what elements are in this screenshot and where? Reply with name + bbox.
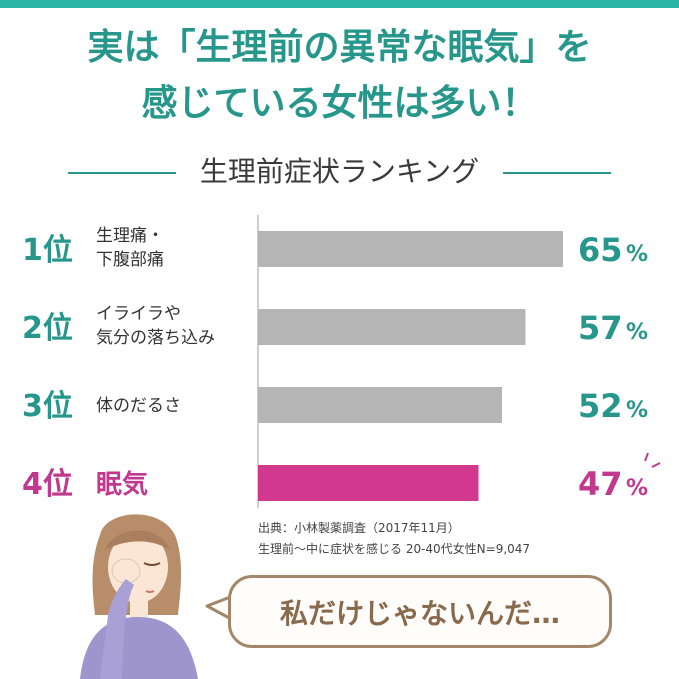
bar	[258, 465, 479, 501]
value-unit: %	[626, 398, 648, 423]
emphasis-mark	[651, 462, 661, 468]
speech-bubble-tail	[205, 594, 234, 622]
rank-label: 1位	[22, 233, 73, 268]
headline-line-2: 感じている女性は多い！	[141, 83, 538, 124]
section-title: 生理前症状ランキング	[199, 155, 480, 188]
value-unit: %	[626, 242, 648, 267]
section-header: 生理前症状ランキング	[0, 152, 679, 192]
top-accent-bar	[0, 0, 679, 8]
headline-line-1: 実は「生理前の異常な眠気」を	[87, 27, 592, 68]
category-label: イライラや	[96, 304, 181, 324]
bar	[258, 231, 563, 267]
category-label: 生理痛・	[96, 226, 164, 246]
value-label: 47	[578, 465, 623, 503]
value-label: 52	[578, 387, 623, 425]
category-label: 気分の落ち込み	[96, 328, 215, 348]
value-unit: %	[626, 476, 648, 501]
section-rule-left	[68, 172, 176, 174]
sleepy-woman-illustration	[80, 514, 198, 679]
value-unit: %	[626, 320, 648, 345]
rank-label: 2位	[22, 311, 73, 346]
rank-label: 3位	[22, 389, 73, 424]
bar	[258, 309, 526, 345]
value-label: 57	[578, 309, 623, 347]
section-rule-right	[503, 172, 611, 174]
speech-bubble-text: 私だけじゃないんだ…	[279, 596, 560, 630]
value-label: 65	[578, 231, 623, 269]
category-label: 下腹部痛	[96, 250, 164, 270]
category-label: 体のだるさ	[96, 396, 181, 416]
category-label: 眠気	[96, 469, 148, 500]
emphasis-mark	[644, 452, 649, 462]
rank-label: 4位	[22, 467, 73, 502]
speech-bubble: 私だけじゃないんだ…	[228, 575, 612, 648]
source-line-2: 生理前～中に症状を感じる 20-40代女性N=9,047	[258, 542, 531, 556]
bar	[258, 387, 502, 423]
source-line-1: 出典：小林製薬調査（2017年11月）	[258, 521, 460, 535]
